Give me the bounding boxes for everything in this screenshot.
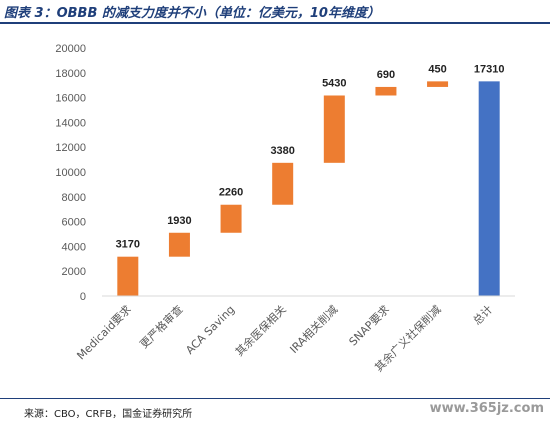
data-label: 690 [377,69,395,81]
chart-header: 图表 3：OBBB 的减支力度并不小（单位：亿美元，10年维度） [0,0,550,25]
x-tick-label: Medicaid要求 [74,303,133,362]
y-tick-label: 6000 [62,217,86,229]
data-label: 5430 [322,77,346,89]
bars: 3170 1930 2260 3380 5430 690 450 17310 [116,63,505,296]
data-label: 2260 [219,187,243,199]
x-tick-label: 其余医保相关 [232,302,289,359]
footer-divider [0,398,550,399]
y-tick-label: 2000 [62,266,86,278]
y-tick-label: 4000 [62,241,86,253]
x-tick-label: ACA Saving [183,303,237,357]
x-tick-label: IRA相关削减 [287,302,341,356]
waterfall-chart: 0 2000 4000 6000 8000 10000 12000 14000 16000 180… [55,43,515,374]
increment-bar [272,162,294,205]
source-note: 来源：CBO，CRFB，国金证券研究所 [24,409,193,420]
data-label: 17310 [474,63,505,75]
x-tick-label: SNAP要求 [347,303,393,349]
increment-bar [220,204,242,233]
y-tick-label: 12000 [55,142,86,154]
data-label: 450 [428,63,446,75]
header-divider [0,22,550,24]
increment-bar [375,86,397,96]
data-label: 3170 [116,239,140,251]
data-label: 3380 [270,145,294,157]
chart-title: 图表 3：OBBB 的减支力度并不小（单位：亿美元，10年维度） [4,6,380,21]
x-tick-label: 更严格审查 [137,302,186,351]
y-tick-label: 16000 [55,93,86,105]
y-tick-label: 14000 [55,117,86,129]
y-axis: 0 2000 4000 6000 8000 10000 12000 14000 16000 180… [55,43,86,303]
data-label: 1930 [167,215,191,227]
x-tick-label: 总计 [470,302,495,327]
y-tick-label: 20000 [55,43,86,55]
y-tick-label: 18000 [55,68,86,80]
y-tick-label: 10000 [55,167,86,179]
total-bar [478,81,500,296]
increment-bar [117,256,139,296]
y-tick-label: 8000 [62,192,86,204]
increment-bar [323,95,345,163]
increment-bar [168,232,190,257]
y-tick-label: 0 [80,291,86,303]
watermark: www.365jz.com [429,401,544,416]
increment-bar [427,81,449,87]
